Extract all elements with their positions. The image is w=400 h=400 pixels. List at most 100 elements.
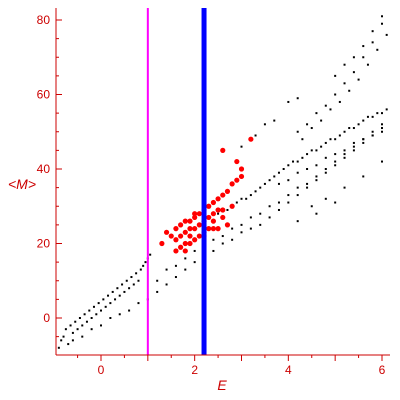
- black-point: [315, 212, 318, 215]
- black-point: [231, 238, 234, 241]
- black-point: [334, 138, 337, 141]
- black-point: [249, 227, 252, 230]
- black-point: [334, 153, 337, 156]
- red-point: [215, 196, 221, 202]
- red-point: [210, 226, 216, 232]
- black-point: [338, 100, 341, 103]
- black-point: [352, 71, 355, 74]
- black-point: [381, 22, 383, 25]
- red-point: [173, 248, 179, 254]
- black-point: [109, 302, 112, 305]
- red-point: [192, 211, 198, 217]
- red-point: [168, 233, 174, 239]
- black-point: [144, 261, 147, 264]
- black-point: [320, 145, 323, 148]
- black-point: [381, 160, 383, 163]
- black-point: [184, 257, 187, 260]
- black-point: [343, 186, 346, 189]
- black-point: [111, 290, 114, 293]
- black-point: [324, 197, 327, 200]
- black-point: [221, 235, 224, 238]
- black-point: [371, 134, 374, 137]
- black-point: [371, 41, 374, 44]
- black-point: [165, 283, 168, 286]
- black-point: [226, 208, 229, 211]
- black-point: [348, 89, 351, 92]
- black-point: [357, 123, 360, 126]
- black-point: [315, 175, 318, 178]
- red-point: [196, 211, 202, 217]
- black-point: [362, 141, 365, 144]
- red-point: [210, 199, 216, 206]
- red-point: [229, 203, 235, 209]
- black-point: [343, 149, 346, 152]
- black-point: [306, 186, 309, 189]
- red-point: [192, 214, 198, 221]
- black-point: [357, 78, 360, 81]
- black-point: [78, 317, 81, 319]
- black-point: [156, 290, 159, 293]
- red-point: [238, 173, 245, 180]
- black-point: [240, 197, 243, 200]
- black-point: [128, 309, 131, 312]
- black-point: [324, 141, 327, 144]
- black-point: [268, 216, 271, 219]
- black-point: [324, 171, 327, 174]
- red-point: [178, 244, 184, 250]
- black-point: [324, 168, 327, 170]
- black-point: [296, 194, 299, 197]
- red-point: [229, 181, 235, 187]
- black-point: [240, 231, 243, 234]
- black-point: [277, 208, 280, 211]
- black-point: [277, 182, 280, 185]
- black-point: [71, 339, 74, 342]
- black-point: [315, 179, 318, 182]
- black-point: [301, 156, 304, 159]
- black-point: [352, 149, 355, 152]
- black-point: [277, 171, 280, 174]
- black-point: [249, 194, 252, 197]
- black-point: [116, 287, 119, 290]
- black-point: [287, 194, 290, 197]
- black-point: [371, 115, 374, 118]
- black-point: [381, 127, 383, 130]
- black-point: [118, 294, 121, 297]
- black-point: [217, 212, 220, 215]
- black-point: [240, 223, 243, 226]
- x-tick-label: 4: [285, 363, 292, 377]
- black-point: [324, 104, 327, 107]
- black-point: [263, 182, 266, 185]
- black-point: [83, 313, 86, 316]
- black-point: [334, 160, 337, 163]
- black-point: [121, 283, 124, 286]
- black-point: [306, 168, 309, 170]
- black-point: [139, 268, 142, 271]
- y-axis-ticks: 0 20 40 60 80: [37, 13, 62, 338]
- black-point: [381, 112, 383, 115]
- red-point: [206, 214, 212, 221]
- black-point: [109, 317, 112, 319]
- black-point: [64, 328, 67, 331]
- black-point: [296, 97, 299, 100]
- black-point: [231, 227, 234, 230]
- black-point: [362, 56, 365, 59]
- y-tick-label: 40: [37, 162, 51, 176]
- black-point: [254, 190, 257, 193]
- red-point: [220, 192, 226, 198]
- black-point: [343, 156, 346, 159]
- x-tick-label: 0: [98, 363, 105, 377]
- black-point: [76, 328, 79, 331]
- x-axis-ticks: 0 2 4 6: [77, 355, 386, 377]
- black-point: [334, 93, 337, 96]
- black-point: [184, 268, 187, 271]
- black-point: [104, 305, 107, 308]
- red-point: [215, 226, 221, 232]
- red-point: [220, 147, 226, 153]
- black-point: [118, 313, 121, 316]
- black-point: [381, 15, 383, 18]
- black-point: [381, 123, 383, 126]
- red-point: [178, 222, 184, 228]
- red-point: [206, 226, 212, 232]
- black-point: [142, 264, 145, 267]
- black-point: [259, 212, 262, 215]
